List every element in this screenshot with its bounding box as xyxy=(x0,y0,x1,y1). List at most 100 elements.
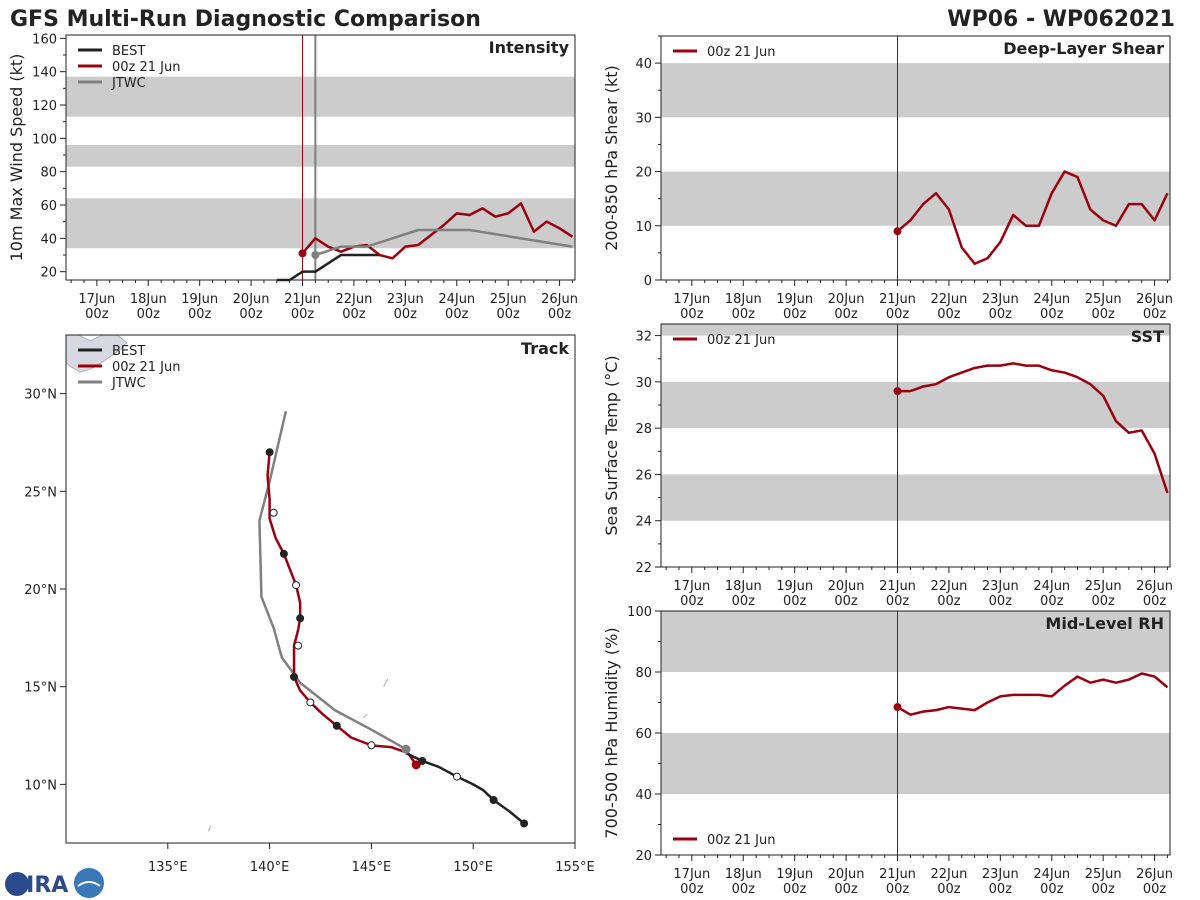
shade-band xyxy=(661,611,1170,672)
x-tick-hour: 00z xyxy=(1040,307,1064,322)
y-tick-label: 80 xyxy=(635,666,652,681)
x-tick-date: 24Jun xyxy=(1033,579,1070,594)
y-tick-label: 26 xyxy=(635,468,652,483)
legend-label: 00z 21 Jun xyxy=(707,833,776,848)
y-axis-label: 200-850 hPa Shear (kt) xyxy=(602,65,621,251)
x-tick-hour: 00z xyxy=(85,307,109,322)
y-tick-label: 15°N xyxy=(24,681,57,696)
y-tick-label: 30°N xyxy=(24,388,57,403)
legend-label: BEST xyxy=(112,44,145,59)
x-tick-hour: 00z xyxy=(291,307,315,322)
series-line-jtwc xyxy=(314,228,573,257)
land-islands-2 xyxy=(362,713,368,719)
track-point-marker xyxy=(452,772,461,781)
shade-band xyxy=(661,171,1170,226)
plot-frame xyxy=(65,34,576,281)
y-tick-label: 25°N xyxy=(24,485,57,500)
x-tick-hour: 00z xyxy=(937,594,961,609)
panel-title: Intensity xyxy=(489,38,570,57)
x-tick-date: 23Jun xyxy=(387,292,424,307)
series-line-best xyxy=(276,253,380,282)
x-tick-date: 18Jun xyxy=(725,292,762,307)
x-tick-hour: 00z xyxy=(732,594,756,609)
series-line-run xyxy=(896,672,1169,716)
x-tick-hour: 00z xyxy=(937,307,961,322)
y-tick-label: 0 xyxy=(644,274,652,289)
x-tick-hour: 00z xyxy=(342,307,366,322)
land-islands-3 xyxy=(383,678,389,687)
land-japan-coast xyxy=(65,334,128,373)
x-tick-date: 17Jun xyxy=(673,292,710,307)
x-tick-date: 20Jun xyxy=(828,867,865,882)
x-tick-hour: 00z xyxy=(680,594,704,609)
y-tick-label: 20 xyxy=(40,266,57,281)
x-tick-date: 26Jun xyxy=(1136,292,1173,307)
track-start-marker xyxy=(401,744,411,754)
shade-band xyxy=(661,63,1170,118)
y-tick-label: 10 xyxy=(635,220,652,235)
x-tick-hour: 00z xyxy=(886,307,910,322)
x-tick-date: 24Jun xyxy=(1033,867,1070,882)
track-point-marker xyxy=(292,581,301,590)
y-tick-label: 24 xyxy=(635,515,652,530)
plot-frame xyxy=(660,323,1171,568)
x-tick-date: 21Jun xyxy=(284,292,321,307)
y-tick-label: 100 xyxy=(627,605,652,620)
y-tick-label: 20 xyxy=(635,849,652,864)
y-tick-label: 40 xyxy=(40,232,57,247)
x-tick-hour: 00z xyxy=(783,882,807,897)
wave-icon xyxy=(77,881,101,887)
series-start-marker xyxy=(311,251,320,259)
x-tick-hour: 00z xyxy=(445,307,469,322)
x-tick-date: 22Jun xyxy=(930,579,967,594)
track-point-marker xyxy=(269,508,278,517)
rh-panel: 2040608010017Jun00z18Jun00z19Jun00z20Jun… xyxy=(602,605,1173,897)
x-tick-date: 23Jun xyxy=(982,579,1019,594)
legend-label: JTWC xyxy=(111,376,146,391)
legend-label: 00z 21 Jun xyxy=(112,360,181,375)
x-tick-date: 24Jun xyxy=(438,292,475,307)
y-tick-label: 60 xyxy=(635,727,652,742)
legend-label: 00z 21 Jun xyxy=(707,333,776,348)
panel-title: Track xyxy=(521,339,569,358)
series-start-marker xyxy=(298,249,307,258)
x-tick-date: 23Jun xyxy=(982,292,1019,307)
x-tick-date: 18Jun xyxy=(725,579,762,594)
track-point-marker xyxy=(294,641,303,650)
shade-band xyxy=(66,198,575,249)
x-tick-hour: 00z xyxy=(680,307,704,322)
x-tick-date: 26Jun xyxy=(1136,579,1173,594)
series-start-marker xyxy=(893,227,902,236)
shade-band xyxy=(66,76,575,117)
logo-text: CIRA xyxy=(10,873,68,898)
track-point-marker xyxy=(367,741,376,750)
track-point-marker xyxy=(418,756,427,765)
x-tick-date: 17Jun xyxy=(673,579,710,594)
y-axis-label: Sea Surface Temp (°C) xyxy=(602,355,621,535)
x-tick-hour: 00z xyxy=(1091,882,1115,897)
y-tick-label: 20 xyxy=(635,166,652,181)
y-tick-label: 20°N xyxy=(24,583,57,598)
track-line-run xyxy=(266,452,418,766)
panel-title: SST xyxy=(1131,327,1164,346)
series-start-marker xyxy=(893,703,902,712)
shade-band xyxy=(66,145,575,167)
y-tick-label: 32 xyxy=(635,330,652,345)
land-islands-1 xyxy=(208,825,212,832)
x-tick-label: 145°E xyxy=(352,860,392,875)
shade-band xyxy=(661,474,1170,521)
x-tick-date: 22Jun xyxy=(930,292,967,307)
y-tick-label: 40 xyxy=(635,57,652,72)
plot-frame xyxy=(660,35,1171,281)
x-tick-hour: 00z xyxy=(989,307,1013,322)
panel-title: Deep-Layer Shear xyxy=(1003,39,1164,58)
x-tick-hour: 00z xyxy=(1040,594,1064,609)
x-tick-hour: 00z xyxy=(1143,307,1167,322)
y-tick-label: 10°N xyxy=(24,778,57,793)
x-tick-hour: 00z xyxy=(548,307,572,322)
plot-frame xyxy=(660,610,1171,856)
x-tick-date: 21Jun xyxy=(879,867,916,882)
x-tick-hour: 00z xyxy=(732,307,756,322)
shear-panel: 01020304017Jun00z18Jun00z19Jun00z20Jun00… xyxy=(602,35,1173,322)
x-tick-date: 25Jun xyxy=(1085,579,1122,594)
